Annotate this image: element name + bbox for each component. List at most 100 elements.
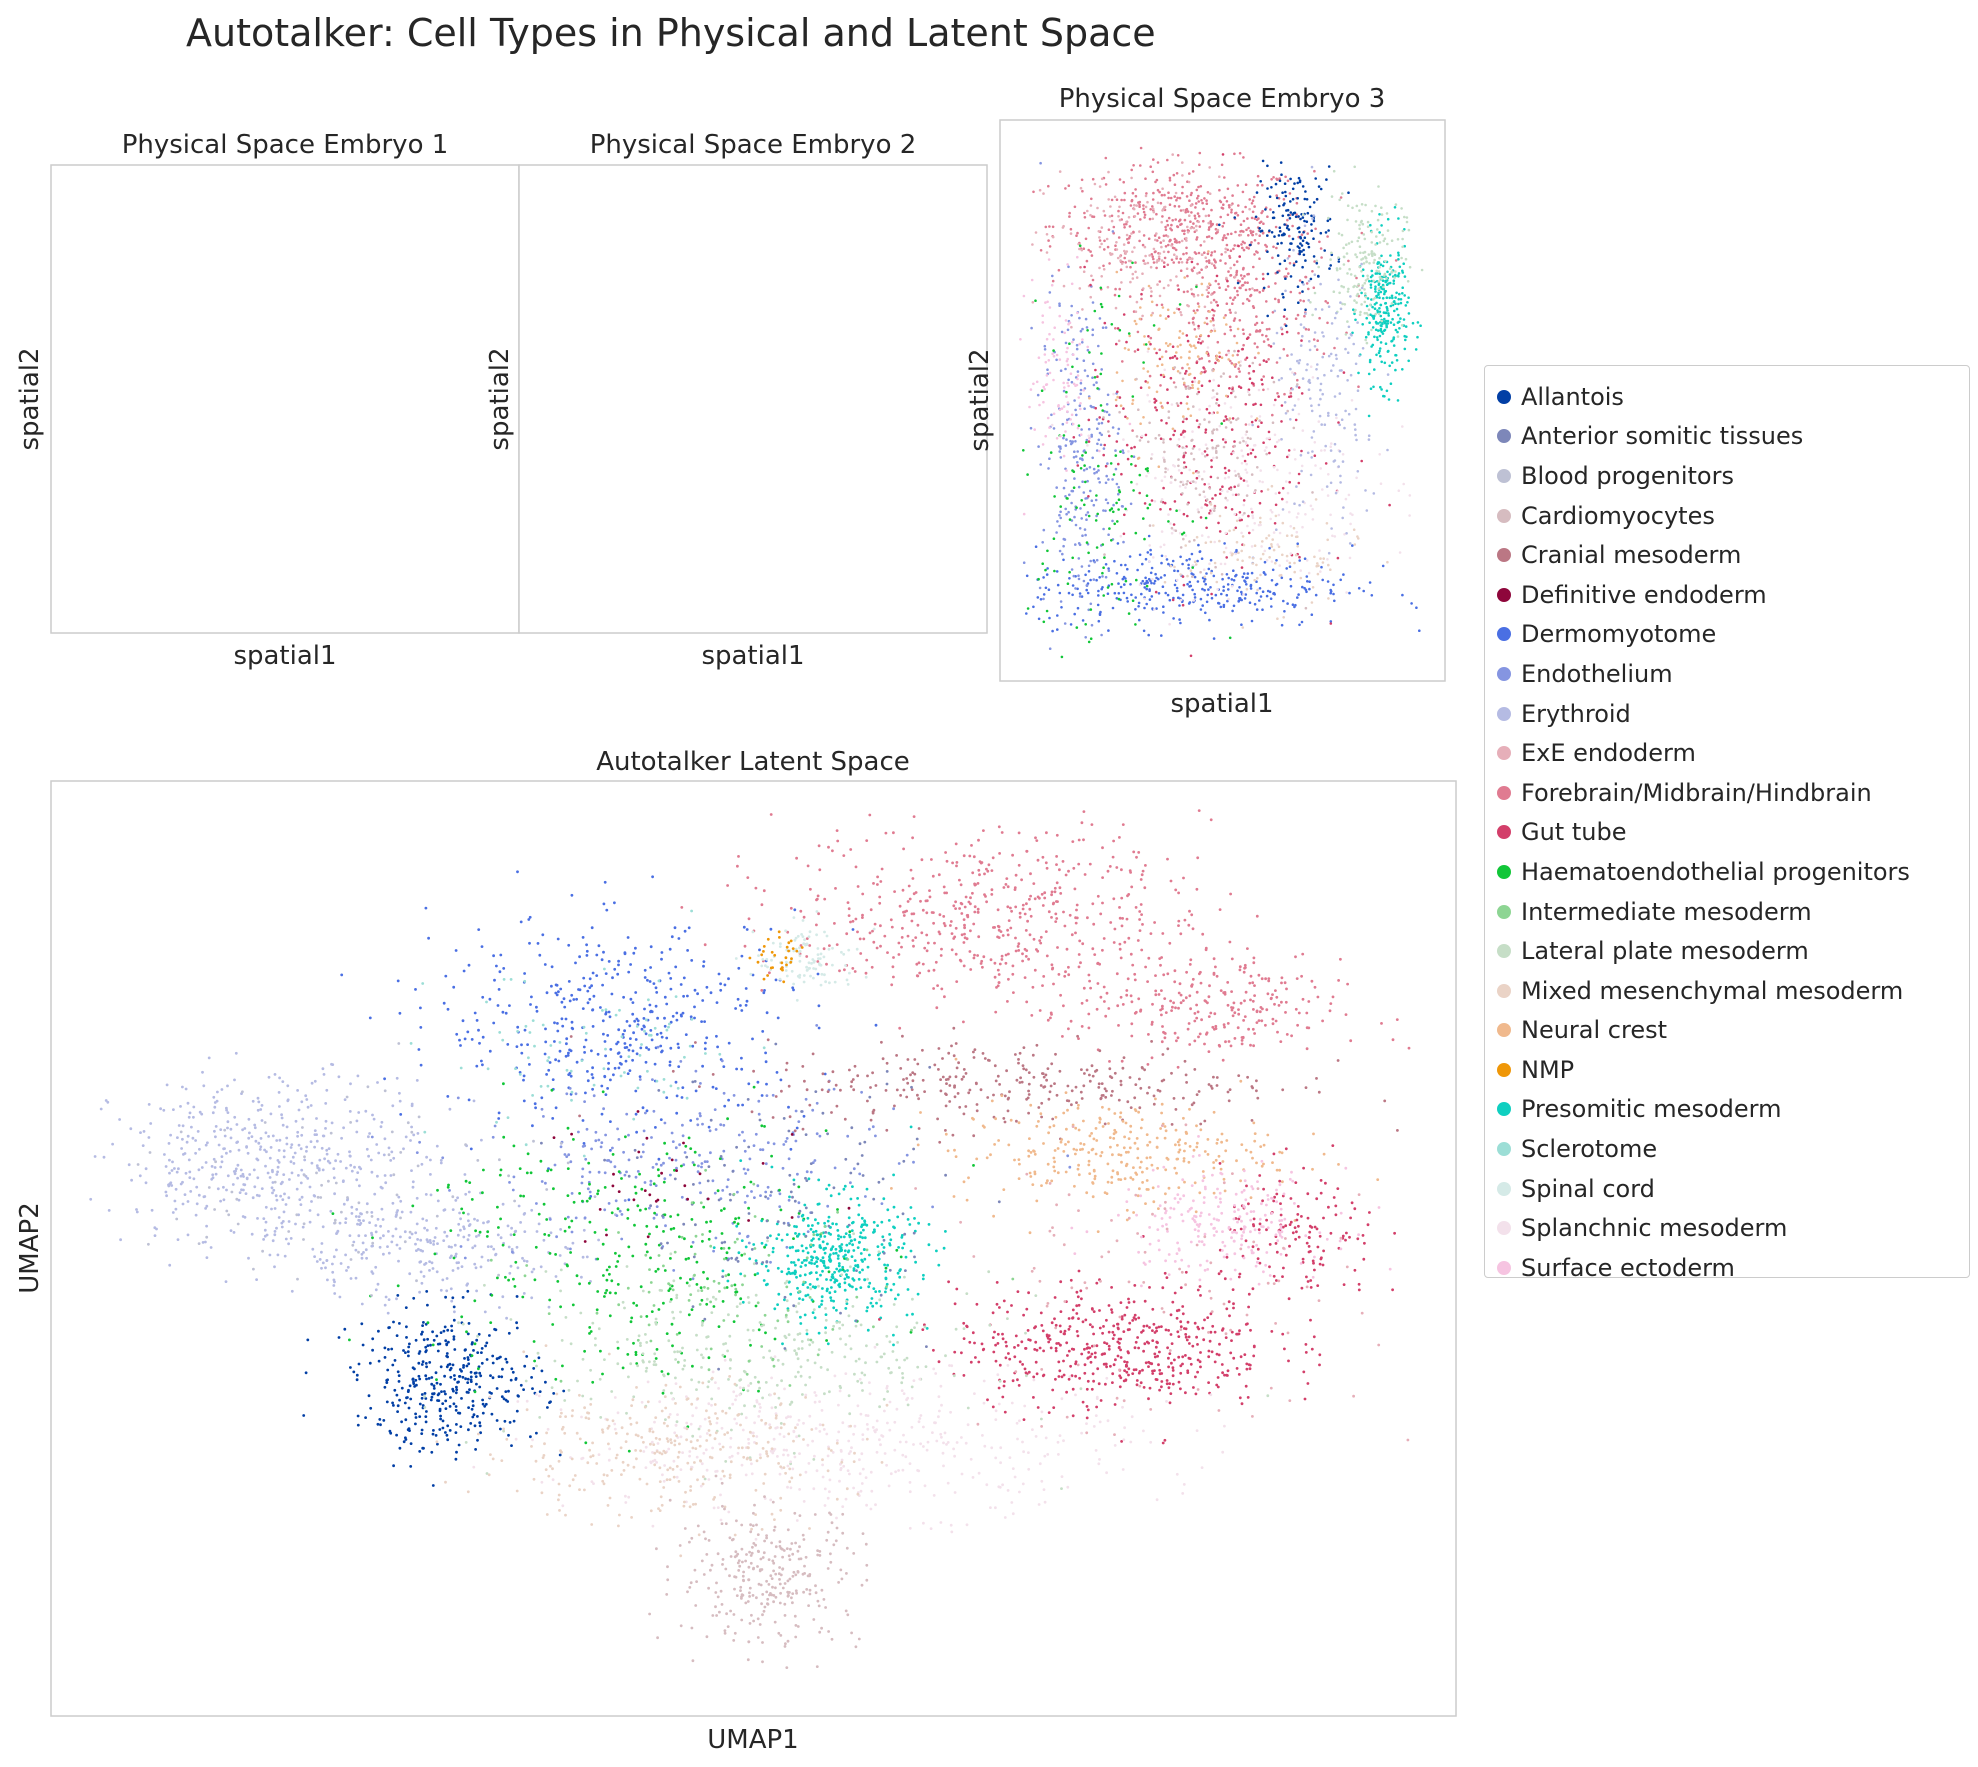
data-point: [436, 1199, 440, 1203]
data-point: [278, 1105, 281, 1108]
data-point: [1294, 418, 1298, 422]
data-point: [746, 1194, 749, 1198]
data-point: [1237, 493, 1240, 496]
data-point: [602, 950, 605, 954]
data-point: [1313, 169, 1316, 173]
data-point: [1239, 274, 1243, 277]
data-point: [471, 1246, 475, 1250]
data-point: [1184, 387, 1188, 390]
data-point: [1300, 464, 1304, 468]
data-point: [1370, 241, 1374, 244]
data-point: [1258, 419, 1261, 423]
data-point: [1347, 336, 1351, 340]
data-point: [1286, 455, 1289, 459]
data-point: [1083, 503, 1086, 507]
data-point: [251, 1196, 255, 1200]
data-point: [811, 1108, 815, 1112]
data-point: [1179, 480, 1183, 484]
data-point: [1313, 260, 1316, 263]
data-point: [1112, 473, 1116, 476]
data-point: [192, 1177, 196, 1181]
data-point: [1384, 260, 1387, 263]
data-point: [1195, 238, 1198, 241]
data-point: [1248, 423, 1251, 426]
data-point: [1280, 623, 1284, 627]
data-point: [1125, 596, 1129, 600]
data-point: [1288, 480, 1291, 484]
data-point: [1154, 180, 1157, 184]
data-point: [1363, 311, 1367, 315]
data-point: [1323, 449, 1326, 452]
panel-embryo-1-frame: [50, 164, 520, 634]
data-point: [558, 1254, 562, 1257]
data-point: [1212, 637, 1216, 640]
data-point: [681, 1086, 685, 1089]
data-point: [1381, 279, 1385, 283]
data-point: [641, 1106, 645, 1110]
data-point: [610, 992, 614, 996]
data-point: [1360, 291, 1363, 295]
data-point: [591, 1008, 595, 1012]
data-point: [1274, 182, 1278, 186]
data-point: [1198, 163, 1201, 166]
data-point: [627, 1133, 630, 1137]
data-point: [211, 1176, 215, 1180]
data-point: [1236, 289, 1239, 293]
data-point: [1178, 618, 1181, 621]
data-point: [1094, 406, 1097, 410]
data-point: [1337, 256, 1340, 259]
data-point: [1066, 582, 1070, 585]
data-point: [207, 1056, 211, 1060]
data-point: [1403, 347, 1407, 351]
data-point: [1349, 273, 1353, 276]
data-point: [1193, 328, 1197, 331]
data-point: [1070, 314, 1073, 317]
data-point: [1400, 324, 1404, 327]
data-point: [1219, 375, 1223, 378]
data-point: [1296, 313, 1300, 317]
data-point: [1230, 208, 1233, 212]
data-point: [1065, 350, 1068, 354]
data-point: [255, 1193, 259, 1197]
data-point: [1279, 573, 1283, 577]
data-point: [1163, 458, 1166, 462]
data-point: [1091, 177, 1095, 181]
data-point: [1069, 227, 1073, 231]
data-point: [213, 1166, 217, 1169]
data-point: [467, 1224, 471, 1227]
data-point: [1212, 264, 1216, 267]
data-point: [1059, 369, 1063, 373]
data-point: [1312, 255, 1316, 258]
data-point: [1121, 505, 1124, 508]
data-point: [1228, 254, 1231, 258]
data-point: [1346, 351, 1350, 355]
data-point: [1264, 208, 1267, 211]
data-point: [1236, 281, 1240, 285]
data-point: [815, 1101, 819, 1105]
data-point: [430, 1261, 434, 1265]
data-point: [469, 1147, 473, 1151]
data-point: [1186, 290, 1189, 293]
data-point: [1278, 491, 1281, 495]
data-point: [1377, 293, 1380, 296]
data-point: [424, 1374, 428, 1378]
data-point: [1198, 357, 1201, 361]
data-point: [1244, 423, 1248, 426]
data-point: [1030, 326, 1033, 330]
data-point: [187, 1115, 191, 1119]
data-point: [1193, 380, 1197, 383]
data-point: [1242, 572, 1246, 575]
data-point: [1233, 440, 1236, 443]
data-point: [1188, 172, 1191, 175]
data-point: [1075, 343, 1079, 347]
data-point: [1210, 262, 1214, 266]
data-point: [1067, 265, 1070, 269]
data-point: [1080, 428, 1083, 431]
data-point: [625, 1170, 628, 1174]
data-point: [1360, 258, 1363, 261]
data-point: [1325, 522, 1329, 525]
data-point: [1310, 613, 1314, 616]
data-point: [1349, 512, 1352, 515]
data-point: [1261, 552, 1265, 556]
data-point: [683, 1151, 687, 1154]
